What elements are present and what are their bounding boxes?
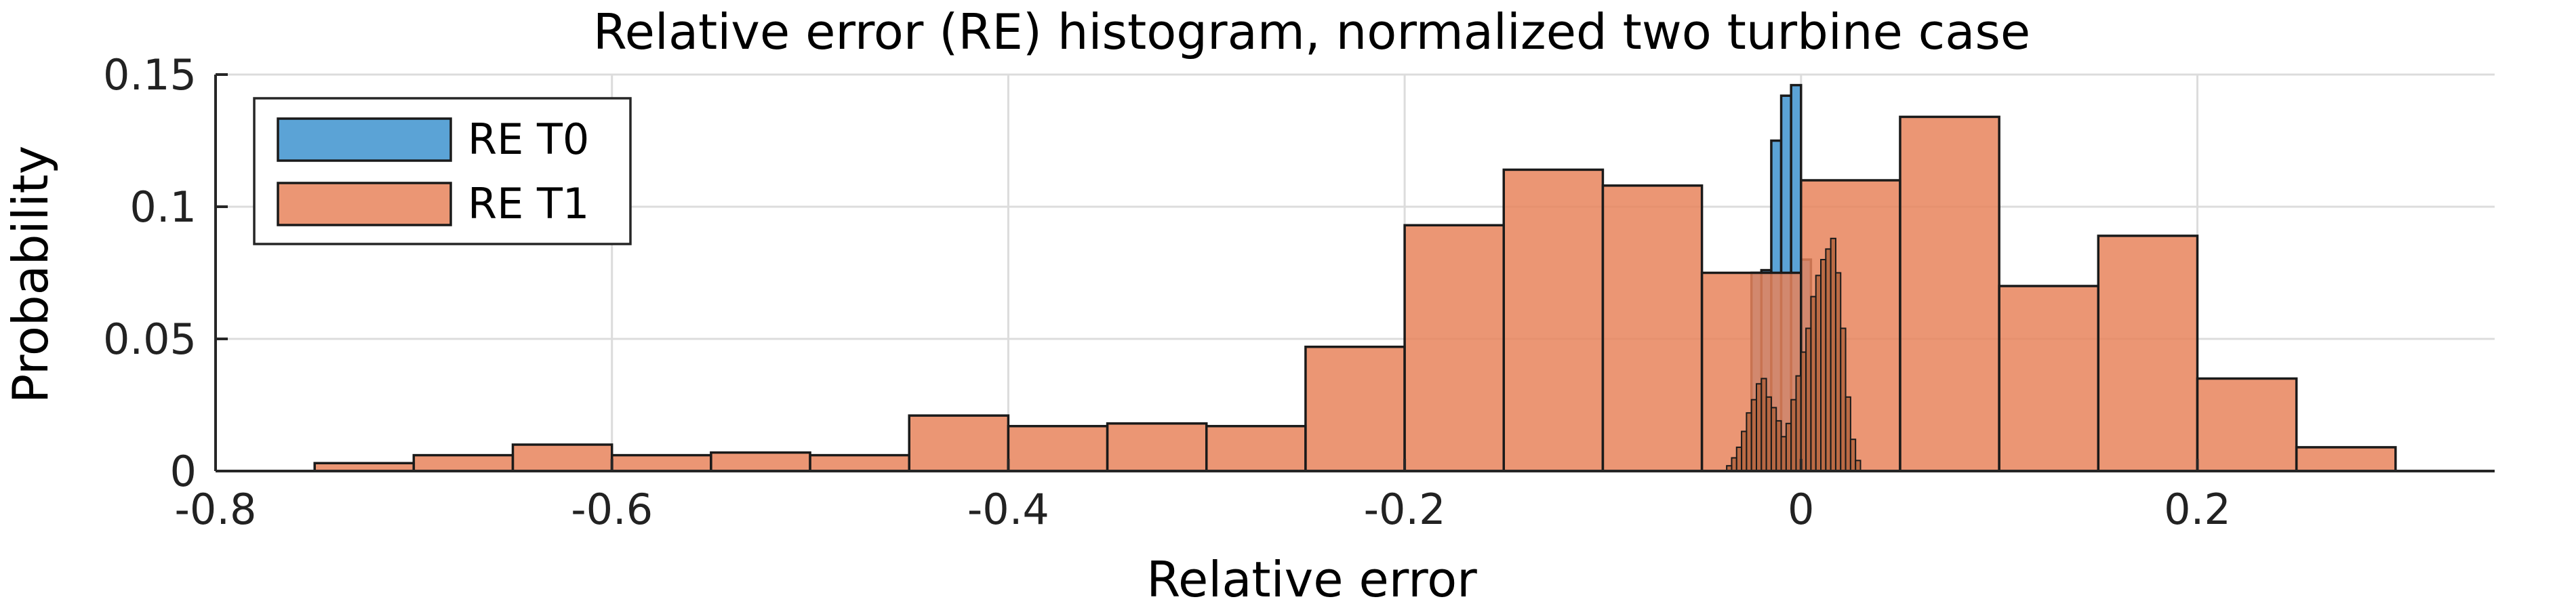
legend-swatch [277,117,452,162]
x-tick-label: 0.2 [2164,485,2231,534]
histogram-bar [1815,274,1822,472]
series-1-bars [313,115,2397,472]
x-ticks: -0.8 -0.6 -0.4 -0.2 0 0.2 [175,459,2231,534]
histogram-bar [1830,237,1836,472]
y-tick-label: 0.05 [103,314,197,364]
histogram-bar [1106,422,1208,472]
histogram-bar [1825,248,1832,472]
histogram-bar [1810,296,1817,472]
legend-label: RE T0 [468,115,589,164]
histogram-bar [809,453,910,472]
histogram-bar [1007,424,1109,472]
histogram-bar [1765,396,1772,472]
histogram-bar [1805,327,1812,472]
histogram-bar [1770,407,1777,472]
histogram-bar [1756,383,1763,472]
histogram-bar [1998,285,2100,472]
y-tick-label: 0.1 [129,182,197,232]
x-tick-label: -0.4 [967,485,1049,534]
histogram-bar [1780,436,1787,472]
legend-swatch [277,182,452,226]
y-ticks: 0 0.05 0.1 0.15 [103,50,228,496]
histogram-bar [1845,396,1851,472]
histogram-bar [1899,115,2000,472]
histogram-bar [1820,259,1827,472]
histogram-bar [710,451,811,472]
legend-label: RE T1 [468,179,589,228]
x-tick-label: -0.2 [1364,485,1446,534]
x-tick-label: 0 [1788,485,1814,534]
y-tick-label: 0.15 [103,50,197,100]
histogram-bar [1601,184,1704,472]
histogram-bar [1746,412,1752,472]
histogram-bar [1205,424,1307,472]
histogram-bar [2196,377,2298,472]
x-tick-label: -0.8 [175,485,257,534]
histogram-bar [1304,345,1406,472]
y-tick-label: 0 [170,447,197,496]
axes [214,75,2495,472]
y-axis-label: Probability [2,146,59,404]
histogram-bar [1735,446,1743,472]
histogram-bar [1795,375,1802,472]
histogram-bar [511,443,613,472]
chart-title: Relative error (RE) histogram, normalize… [593,3,2030,60]
x-tick-label: -0.6 [571,485,653,534]
histogram-bar [412,453,515,472]
legend: RE T0 RE T1 [253,97,632,245]
histogram-bar [2295,446,2397,472]
histogram-bar [1760,378,1767,472]
histogram-bar [1750,399,1758,472]
histogram-bar [1790,399,1797,472]
histogram-bar [610,453,712,472]
histogram-bar [2097,235,2199,472]
histogram-bar [1800,351,1807,472]
histogram-bar [1403,224,1506,472]
histogram-bar [1855,460,1861,472]
histogram-bar [1834,272,1842,472]
histogram-bar [1775,420,1782,472]
x-axis-label: Relative error [1146,551,1477,608]
histogram-bar [1849,439,1857,472]
histogram-bar [1741,430,1748,472]
histogram-bar [908,414,1010,472]
histogram-bar [1840,327,1847,472]
histogram-bar [1502,168,1605,472]
histogram-bar [1731,457,1737,472]
histogram-bar [1785,422,1792,472]
